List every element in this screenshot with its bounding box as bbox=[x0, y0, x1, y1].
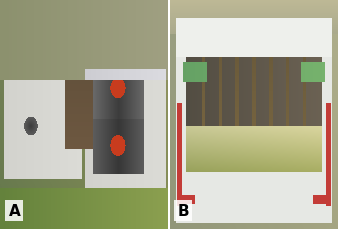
Text: A: A bbox=[8, 203, 20, 218]
Text: B: B bbox=[177, 203, 189, 218]
